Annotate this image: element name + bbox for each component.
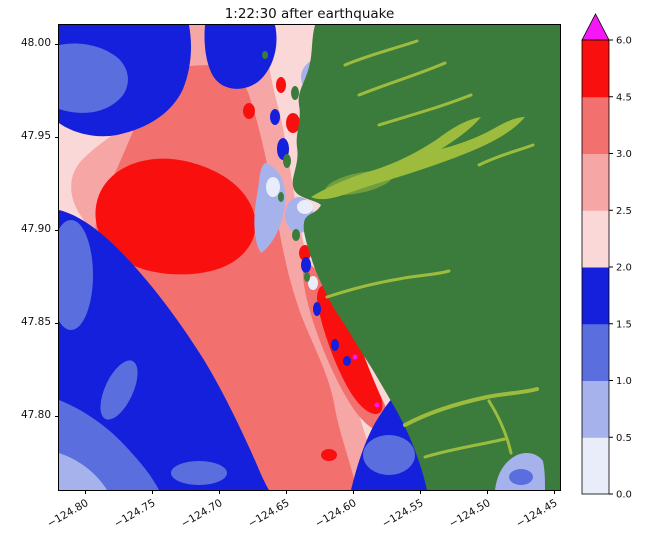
colorbar-tick-label: 0.0 — [616, 490, 632, 501]
island — [262, 51, 268, 59]
contour-region — [286, 113, 300, 133]
colorbar-segment — [582, 153, 609, 211]
contour-region — [343, 356, 351, 366]
contour-region — [171, 461, 227, 485]
y-tick-mark — [55, 44, 59, 45]
colorbar-extend-arrow — [581, 13, 610, 41]
contour-region — [59, 220, 93, 330]
colorbar-tick-label: 2.0 — [616, 263, 632, 274]
contour-region — [266, 177, 280, 197]
contour-region — [276, 77, 286, 93]
y-tick-mark — [55, 416, 59, 417]
map-plot — [59, 25, 560, 490]
river — [487, 399, 513, 455]
contour-region — [321, 449, 337, 461]
colorbar-tick-label: 4.5 — [616, 92, 632, 103]
contour-region — [100, 360, 138, 420]
x-tick-mark — [286, 490, 287, 494]
river — [403, 387, 539, 427]
contour-region — [270, 109, 280, 125]
contour-region — [331, 339, 339, 351]
y-tick-mark — [55, 323, 59, 324]
map-frame — [58, 24, 561, 491]
colorbar-segment — [582, 96, 609, 154]
y-tick-label: 48.00 — [20, 37, 51, 49]
colorbar-tick-label: 1.5 — [616, 319, 632, 330]
x-tick-mark — [554, 490, 555, 494]
contour-region — [299, 245, 311, 261]
island — [283, 154, 291, 168]
contour-region — [297, 200, 313, 214]
y-tick-label: 47.85 — [20, 316, 51, 328]
river — [357, 61, 447, 97]
land-mass — [292, 25, 560, 490]
y-tick-label: 47.90 — [20, 223, 51, 235]
river — [377, 93, 473, 127]
island — [409, 374, 417, 380]
colorbar-segment — [582, 267, 609, 325]
x-tick-label: −124.45 — [514, 497, 560, 531]
island — [291, 86, 299, 100]
coastline — [292, 25, 560, 490]
contour-region — [59, 453, 107, 490]
contour-region — [204, 25, 277, 89]
x-tick-mark — [85, 490, 86, 494]
island — [278, 192, 284, 202]
x-tick-label: −124.80 — [45, 497, 91, 531]
island — [292, 229, 300, 241]
contour-region — [301, 257, 311, 273]
colorbar-tick-label: 3.0 — [616, 149, 632, 160]
colorbar-tick-label: 2.5 — [616, 206, 632, 217]
river — [423, 437, 507, 459]
x-tick-mark — [487, 490, 488, 494]
contour-region — [363, 435, 415, 475]
contour-region — [59, 210, 269, 490]
colorbar-tick-label: 1.0 — [616, 376, 632, 387]
colorbar-segment — [582, 40, 609, 98]
y-tick-label: 47.95 — [20, 130, 51, 142]
river — [477, 143, 535, 167]
colorbar-tick-label: 0.5 — [616, 433, 632, 444]
island — [421, 394, 429, 400]
x-tick-label: −124.55 — [380, 497, 426, 531]
contour-region — [95, 158, 256, 275]
x-tick-label: −124.60 — [313, 497, 359, 531]
wetland — [311, 117, 525, 200]
colorbar-segment — [582, 210, 609, 268]
y-tick-mark — [55, 137, 59, 138]
island — [399, 358, 407, 364]
contour-region — [313, 302, 321, 316]
x-tick-mark — [152, 490, 153, 494]
island — [384, 339, 394, 347]
y-tick-label: 47.80 — [20, 409, 51, 421]
x-tick-label: −124.70 — [179, 497, 225, 531]
river — [325, 269, 451, 299]
plot-title: 1:22:30 after earthquake — [224, 6, 395, 22]
colorbar: 0.0 0.5 1.0 1.5 2.0 2.5 3.0 4.5 6.0 — [581, 13, 632, 501]
contour-region — [352, 354, 358, 360]
island — [304, 272, 310, 282]
y-tick-mark — [55, 230, 59, 231]
colorbar-segment — [582, 380, 609, 438]
contour-region — [374, 402, 380, 408]
colorbar-segment — [582, 323, 609, 381]
contour-region — [317, 285, 383, 415]
river — [343, 39, 419, 67]
x-tick-label: −124.65 — [246, 497, 292, 531]
x-tick-label: −124.75 — [112, 497, 158, 531]
colorbar-tick-label: 6.0 — [616, 36, 632, 47]
colorbar-segment — [582, 437, 609, 495]
x-tick-mark — [420, 490, 421, 494]
x-tick-mark — [219, 490, 220, 494]
offshore-islands — [262, 51, 429, 400]
x-tick-label: −124.50 — [447, 497, 493, 531]
contour-region — [308, 276, 318, 290]
bay-water — [509, 469, 533, 485]
contour-region — [243, 103, 255, 119]
x-tick-mark — [353, 490, 354, 494]
contour-region — [59, 43, 128, 113]
